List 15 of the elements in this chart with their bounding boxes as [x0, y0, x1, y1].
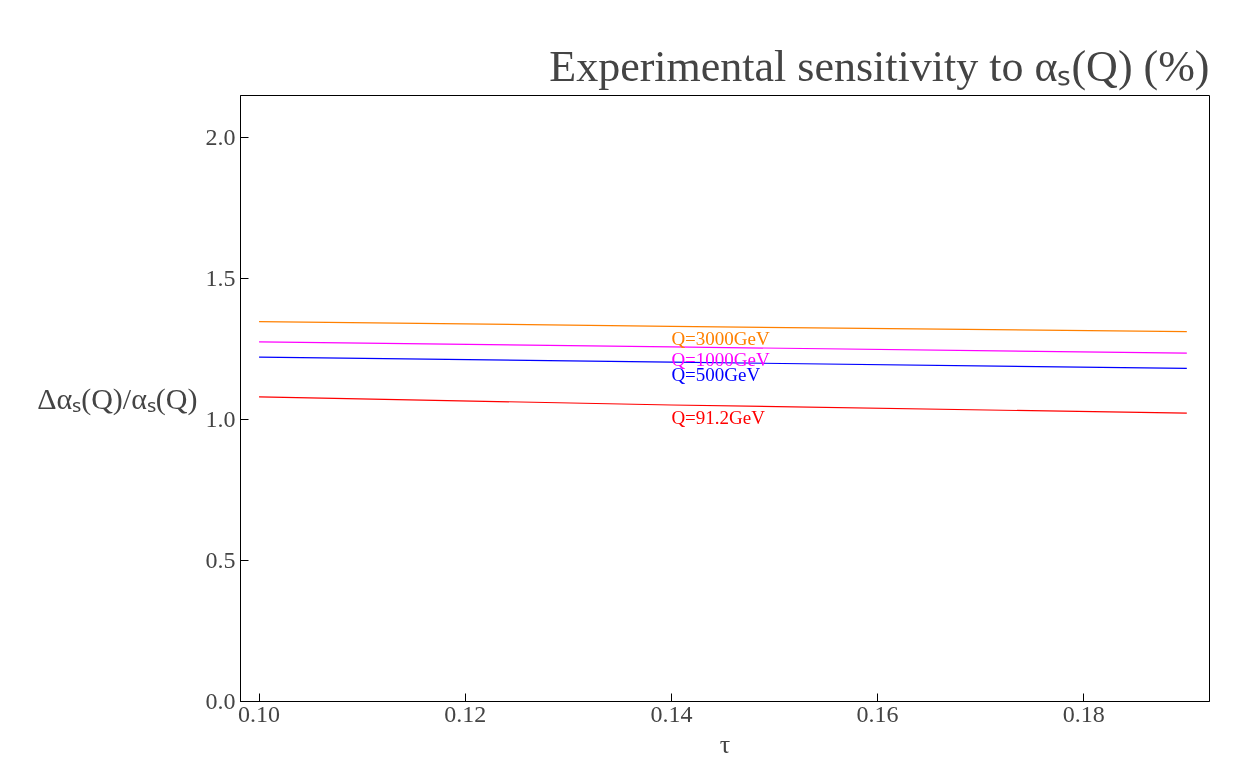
x-tick-label: 0.14	[650, 700, 693, 727]
y-axis-title: Δαₛ(Q)/αₛ(Q)	[37, 382, 198, 416]
x-tick-label: 0.16	[856, 700, 899, 727]
y-tick-label: 0.5	[205, 547, 236, 574]
x-axis-title: τ	[719, 729, 731, 759]
x-tick-label: 0.10	[238, 700, 281, 727]
x-tick-label: 0.18	[1062, 700, 1105, 727]
y-tick-label: 1.0	[205, 406, 236, 433]
y-tick-label: 1.5	[205, 265, 236, 292]
series-label: Q=3000GeV	[671, 328, 770, 350]
x-tick-label: 0.12	[444, 700, 487, 727]
y-tick-label: 2.0	[205, 124, 236, 151]
chart-title: Experimental sensitivity to αₛ(Q) (%)	[549, 41, 1210, 91]
series-label: Q=91.2GeV	[671, 406, 766, 428]
y-tick-label: 0.0	[205, 688, 236, 714]
